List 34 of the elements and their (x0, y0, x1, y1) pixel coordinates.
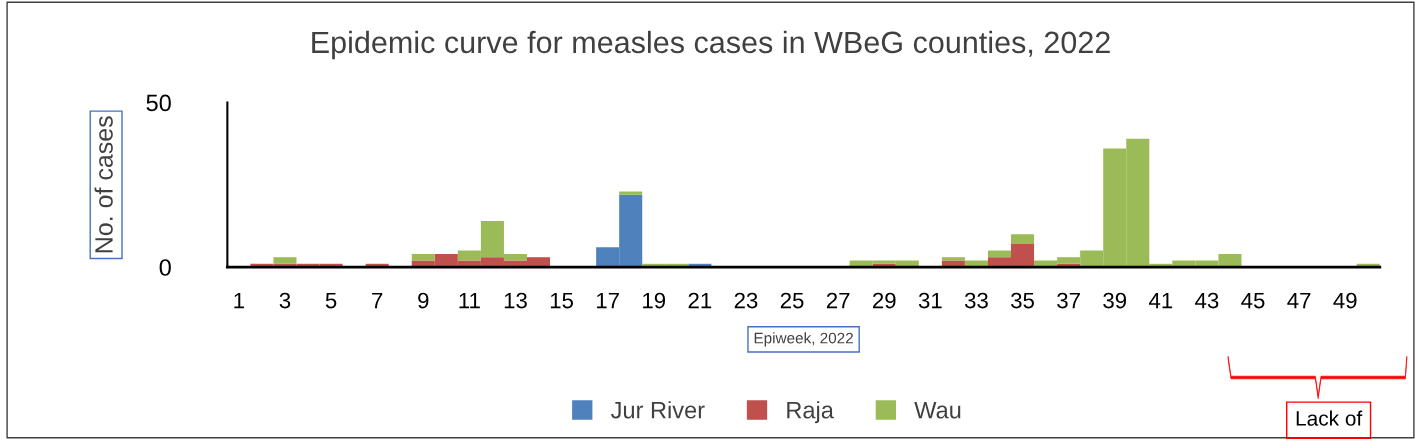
x-tick-label: 37 (1057, 292, 1080, 309)
legend-label: Raja (787, 401, 834, 424)
y-axis-title: No. of cases (94, 116, 113, 253)
x-tick-label: 9 (418, 292, 429, 309)
chart-title: Epidemic curve for measles cases in WBeG counties, 2022 (312, 30, 1110, 60)
x-tick-label: 49 (1333, 292, 1357, 309)
x-tick-label: 25 (780, 292, 804, 309)
x-tick-label: 7 (372, 292, 383, 309)
x-tick-label: 27 (826, 292, 850, 309)
x-tick-label: 31 (918, 292, 942, 309)
x-tick-label: 41 (1148, 292, 1173, 309)
legend-label: Jur River (610, 401, 705, 419)
x-tick-label: 39 (1103, 292, 1127, 309)
x-tick-label: 11 (459, 292, 480, 309)
x-tick-label: 47 (1287, 292, 1311, 309)
x-tick-label: 23 (734, 292, 758, 309)
x-tick-label: 1 (234, 292, 244, 309)
x-tick-label: 13 (504, 292, 527, 309)
x-tick-label: 35 (1011, 292, 1034, 309)
x-tick-label: 19 (643, 292, 666, 309)
x-tick-label: 3 (279, 292, 291, 309)
x-tick-label: 29 (873, 292, 896, 309)
x-axis-title: Epiweek, 2022 (754, 332, 853, 347)
x-tick-label: 33 (964, 292, 988, 309)
x-tick-label: 17 (597, 292, 619, 309)
y-tick-label: 0 (159, 259, 171, 276)
x-tick-label: 45 (1241, 292, 1265, 309)
x-tick-label: 43 (1195, 292, 1219, 309)
y-tick-label: 50 (146, 94, 171, 112)
x-tick-label: 15 (550, 292, 573, 309)
x-tick-label: 21 (688, 292, 712, 309)
text: Lack of (1296, 410, 1363, 426)
legend-label: Wau (914, 402, 961, 419)
x-tick-label: 5 (325, 292, 337, 309)
